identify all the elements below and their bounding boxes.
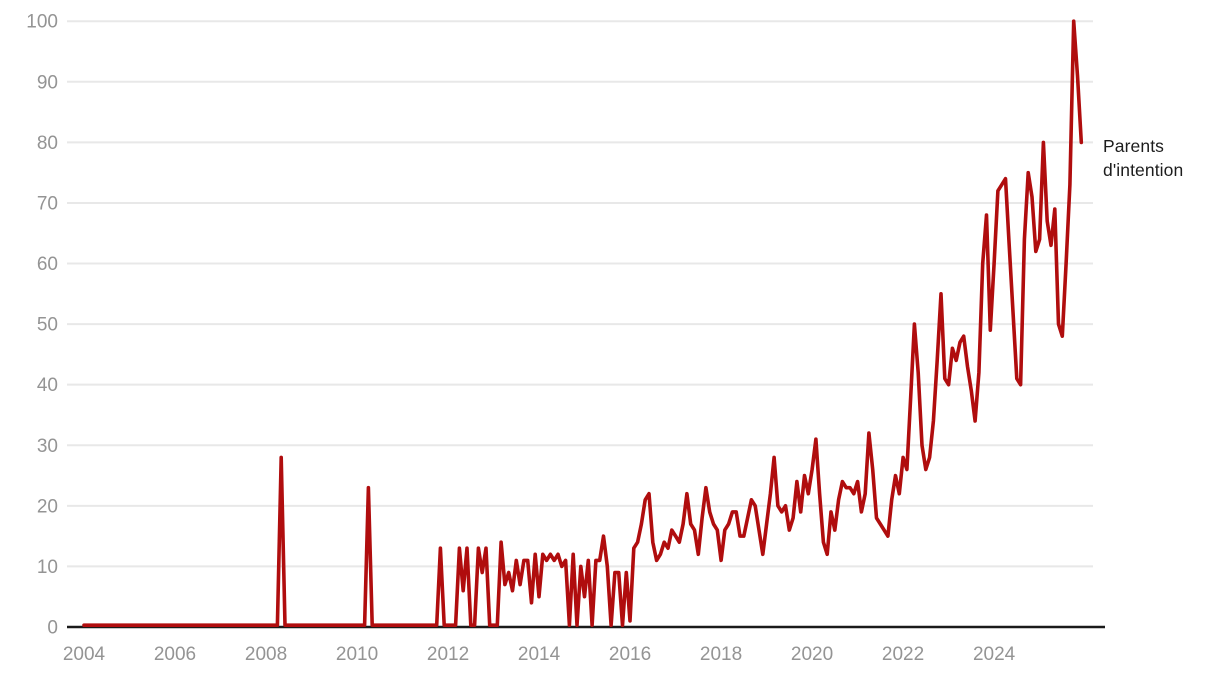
series-label: Parents d'intention [1103,136,1184,180]
x-tick-label: 2008 [245,644,287,665]
x-tick-label: 2006 [154,644,196,665]
x-tick-label: 2016 [609,644,651,665]
x-tick-label: 2020 [791,644,833,665]
y-tick-label: 30 [37,436,58,457]
x-tick-label: 2014 [518,644,561,665]
y-tick-label: 20 [37,496,58,517]
y-tick-label: 100 [26,12,58,33]
x-tick-label: 2004 [63,644,106,665]
x-tick-label: 2018 [700,644,742,665]
y-tick-label: 10 [37,557,58,578]
y-tick-label: 60 [37,254,58,275]
trend-line [82,19,1084,628]
y-tick-label: 70 [37,193,58,214]
y-tick-label: 90 [37,72,58,93]
y-tick-label: 40 [37,375,58,396]
y-tick-label: 0 [47,618,58,639]
x-tick-label: 2010 [336,644,378,665]
y-tick-label: 80 [37,133,58,154]
y-tick-label: 50 [37,315,58,336]
x-tick-label: 2012 [427,644,469,665]
x-tick-label: 2024 [973,644,1016,665]
x-tick-label: 2022 [882,644,924,665]
